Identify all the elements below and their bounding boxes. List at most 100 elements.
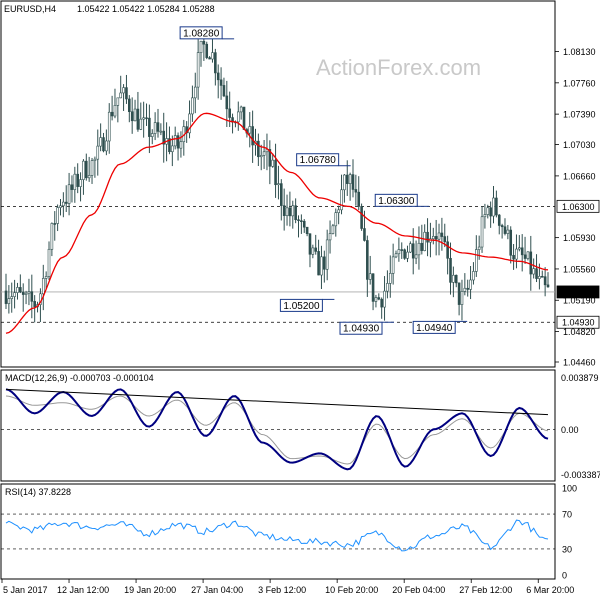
price-axis-tick: 1.06300 bbox=[562, 202, 595, 212]
candle-body bbox=[125, 87, 128, 100]
candle-body bbox=[532, 268, 535, 275]
price-marker-box bbox=[279, 298, 323, 312]
candle-body bbox=[409, 243, 412, 253]
time-axis-tick: 20 Feb 04:00 bbox=[392, 585, 445, 595]
candle-body bbox=[73, 173, 77, 190]
time-axis-tick: 5 Jan 2017 bbox=[3, 585, 48, 595]
candle-body bbox=[216, 72, 220, 81]
candle-body bbox=[417, 242, 421, 256]
chart-ohlc: 1.05422 1.05422 1.05284 1.05288 bbox=[77, 4, 215, 14]
candle-body bbox=[526, 251, 530, 259]
macd-line bbox=[5, 388, 549, 471]
price-axis-tick: 1.05190 bbox=[563, 296, 596, 306]
candle-body bbox=[33, 301, 36, 308]
candle-body bbox=[188, 113, 191, 134]
candle-body bbox=[236, 111, 240, 123]
price-marker-box bbox=[179, 26, 223, 40]
candle-body bbox=[93, 158, 97, 161]
candle-body bbox=[179, 141, 183, 149]
candle-body bbox=[153, 122, 157, 134]
candle-body bbox=[328, 233, 332, 241]
candle-body bbox=[331, 225, 335, 234]
candle-body bbox=[171, 145, 174, 153]
candle-body bbox=[469, 279, 472, 290]
candle-body bbox=[79, 179, 82, 187]
candle-body bbox=[82, 160, 85, 180]
candle-body bbox=[274, 159, 277, 186]
candle-body bbox=[337, 209, 340, 214]
candle-body bbox=[437, 232, 441, 240]
price-axis-badge bbox=[556, 199, 600, 213]
candle-body bbox=[431, 236, 435, 240]
time-axis-tick: 12 Jan 12:00 bbox=[57, 585, 109, 595]
price-axis-tick: 1.05560 bbox=[563, 264, 596, 274]
candle-body bbox=[368, 273, 372, 280]
candle-body bbox=[345, 174, 349, 184]
candle-body bbox=[130, 111, 134, 122]
candle-body bbox=[518, 247, 521, 250]
candle-body bbox=[139, 118, 143, 130]
candle-body bbox=[219, 79, 223, 86]
candle-body bbox=[257, 140, 260, 158]
price-marker: 1.08280 bbox=[179, 26, 235, 40]
candle-body bbox=[168, 138, 171, 153]
candle-body bbox=[196, 52, 200, 88]
candle-body bbox=[529, 251, 533, 275]
price-axis-badge bbox=[556, 315, 600, 329]
candle-body bbox=[76, 173, 79, 187]
candle-body bbox=[495, 197, 498, 216]
price-axis-badge bbox=[556, 285, 600, 299]
candle-body bbox=[449, 257, 452, 283]
price-axis-tick: 1.04460 bbox=[563, 358, 596, 368]
candle-body bbox=[288, 207, 292, 217]
macd-axis-tick: -0.003387 bbox=[561, 470, 600, 480]
candle-body bbox=[105, 140, 108, 152]
candle-body bbox=[403, 249, 406, 259]
candle-body bbox=[128, 98, 131, 113]
candle-body bbox=[294, 205, 297, 220]
candle-body bbox=[506, 229, 510, 234]
candle-body bbox=[374, 297, 378, 302]
candle-body bbox=[343, 174, 346, 191]
candle-body bbox=[19, 287, 22, 293]
candle-body bbox=[13, 292, 16, 297]
price-axis-tick: 1.05930 bbox=[563, 233, 596, 243]
candle-body bbox=[460, 291, 464, 305]
candle-body bbox=[323, 256, 326, 270]
price-marker: 1.05200 bbox=[279, 298, 335, 312]
candle-body bbox=[176, 135, 180, 149]
candle-body bbox=[383, 290, 386, 308]
candle-body bbox=[302, 220, 306, 228]
candle-body bbox=[259, 155, 263, 158]
price-marker-box bbox=[374, 193, 418, 207]
price-axis-tick: 1.07030 bbox=[563, 140, 596, 150]
candle-body bbox=[277, 183, 280, 186]
candle-body bbox=[394, 253, 398, 258]
candle-body bbox=[214, 52, 217, 74]
candle-body bbox=[96, 145, 100, 160]
candle-body bbox=[113, 105, 117, 117]
candle-body bbox=[99, 137, 102, 147]
candle-body bbox=[145, 117, 148, 120]
candle-body bbox=[193, 86, 197, 99]
candle-body bbox=[27, 291, 31, 294]
price-marker: 1.04930 bbox=[339, 321, 395, 335]
candle-body bbox=[285, 207, 289, 216]
candle-body bbox=[443, 236, 447, 243]
candle-body bbox=[47, 248, 51, 277]
candles bbox=[4, 27, 550, 323]
candle-body bbox=[357, 191, 361, 207]
candle-body bbox=[420, 242, 424, 251]
candle-body bbox=[53, 223, 57, 225]
candle-body bbox=[268, 149, 272, 167]
candle-body bbox=[492, 197, 495, 217]
candle-body bbox=[423, 231, 426, 251]
candle-body bbox=[205, 43, 209, 58]
macd-trendline bbox=[5, 388, 549, 416]
price-axis-tick: 1.04930 bbox=[562, 318, 595, 328]
candle-body bbox=[116, 97, 120, 106]
candle-body bbox=[360, 206, 363, 229]
time-axis-tick: 3 Feb 12:00 bbox=[258, 585, 306, 595]
candle-body bbox=[242, 106, 246, 130]
